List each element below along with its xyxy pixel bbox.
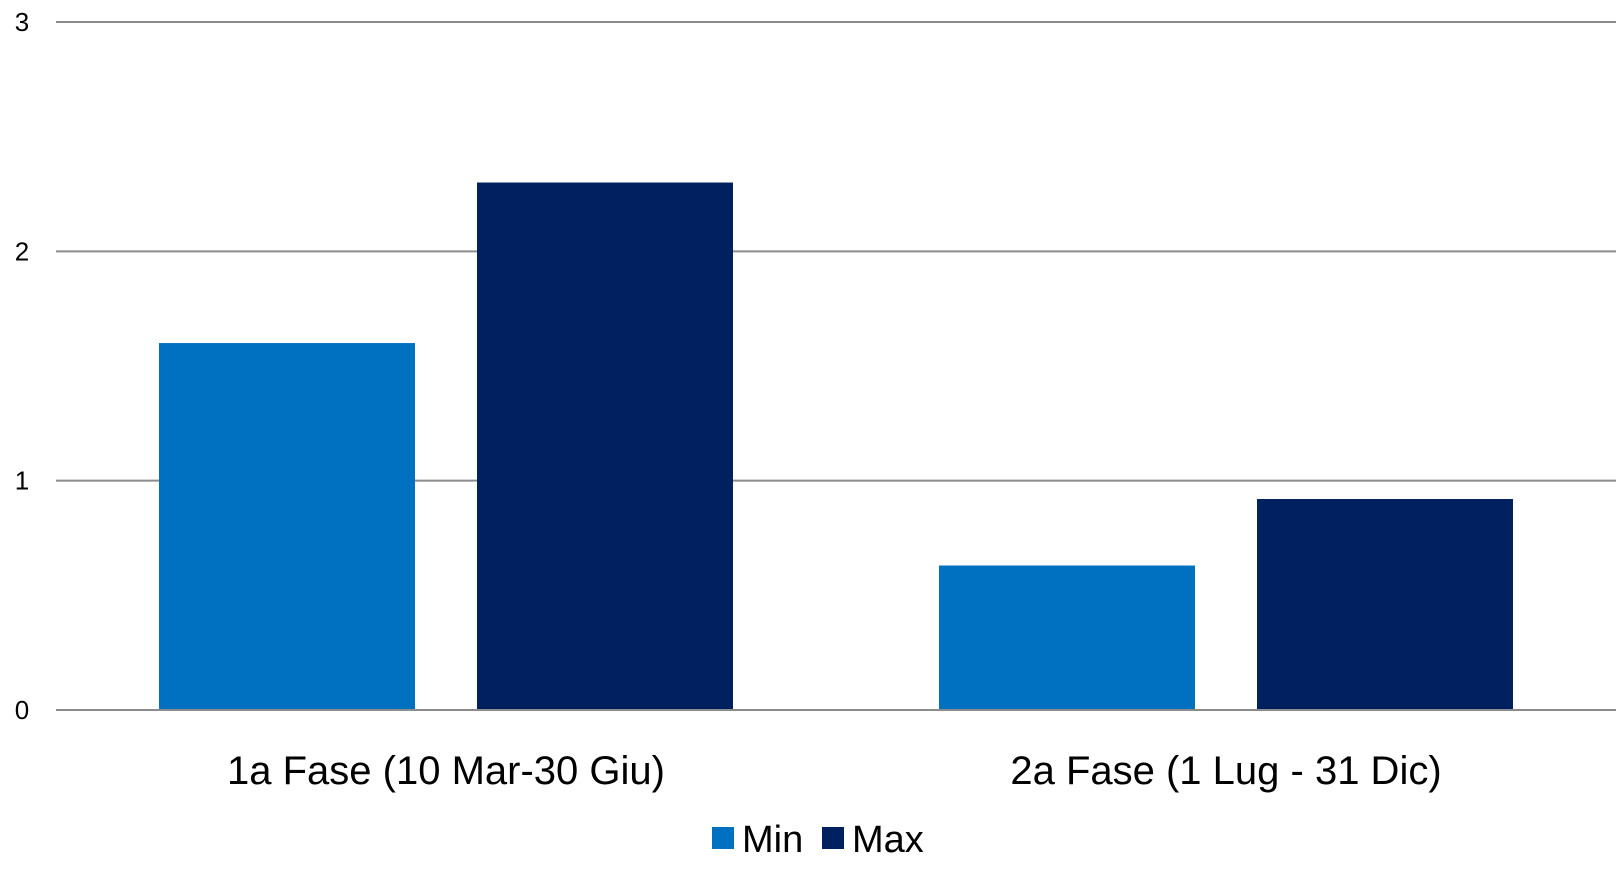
- y-tick-label: 2: [15, 236, 29, 266]
- bar-max-1: [477, 182, 733, 711]
- y-axis-tick-labels: 0 1 2 3: [15, 7, 29, 725]
- x-category-label: 1a Fase (10 Mar-30 Giu): [227, 749, 665, 793]
- x-axis-category-labels: 1a Fase (10 Mar-30 Giu) 2a Fase (1 Lug - …: [227, 749, 1442, 793]
- legend-swatch-max: [822, 827, 844, 849]
- legend-swatch-min: [712, 827, 734, 849]
- y-tick-label: 1: [15, 466, 29, 496]
- y-tick-label: 0: [15, 695, 29, 725]
- bars: [159, 182, 1513, 711]
- legend-label-min: Min: [742, 819, 803, 861]
- bar-min-1: [159, 343, 415, 710]
- x-category-label: 2a Fase (1 Lug - 31 Dic): [1010, 749, 1441, 793]
- y-tick-label: 3: [15, 7, 29, 37]
- bar-max-2: [1257, 499, 1513, 710]
- legend-label-max: Max: [852, 819, 924, 861]
- bar-min-2: [939, 565, 1195, 710]
- legend: Min Max: [712, 819, 924, 861]
